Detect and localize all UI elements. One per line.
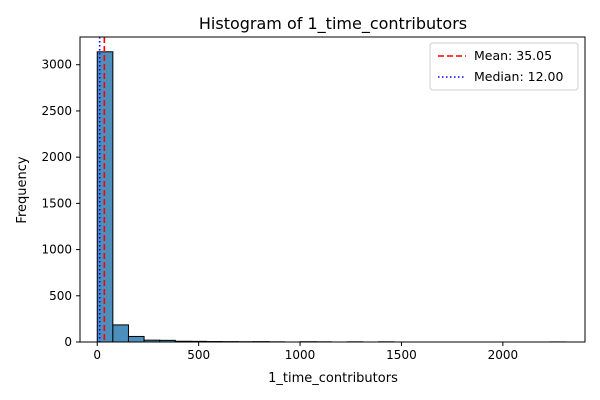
legend-label: Median: 12.00 bbox=[474, 69, 563, 84]
legend-box bbox=[429, 42, 579, 91]
x-tick-label: 500 bbox=[187, 348, 210, 362]
x-axis-ticks: 0 500 1000 1500 2000 bbox=[93, 342, 518, 362]
reference-lines bbox=[98, 37, 106, 342]
x-tick-label: 2000 bbox=[488, 348, 519, 362]
x-axis-label: 1_time_contributors bbox=[268, 371, 398, 386]
histogram-bar bbox=[127, 335, 145, 343]
y-tick-label: 0 bbox=[64, 335, 72, 349]
legend-label: Mean: 35.05 bbox=[474, 48, 552, 63]
y-axis-label: Frequency bbox=[15, 156, 30, 223]
legend: Mean: 35.05 Median: 12.00 bbox=[429, 42, 579, 91]
x-tick-label: 0 bbox=[93, 348, 101, 362]
x-tick-label: 1500 bbox=[386, 348, 417, 362]
chart-title: Histogram of 1_time_contributors bbox=[199, 14, 467, 34]
y-tick-label: 1000 bbox=[41, 243, 72, 257]
y-axis-ticks: 0 500 1000 1500 2000 2500 3000 bbox=[41, 58, 80, 349]
y-tick-label: 3000 bbox=[41, 58, 72, 72]
y-tick-label: 500 bbox=[49, 289, 72, 303]
y-tick-label: 2000 bbox=[41, 150, 72, 164]
histogram-bar bbox=[112, 324, 129, 343]
x-tick-label: 1000 bbox=[285, 348, 316, 362]
y-tick-label: 2500 bbox=[41, 104, 72, 118]
plot-area-frame bbox=[79, 36, 586, 343]
y-tick-label: 1500 bbox=[41, 196, 72, 210]
